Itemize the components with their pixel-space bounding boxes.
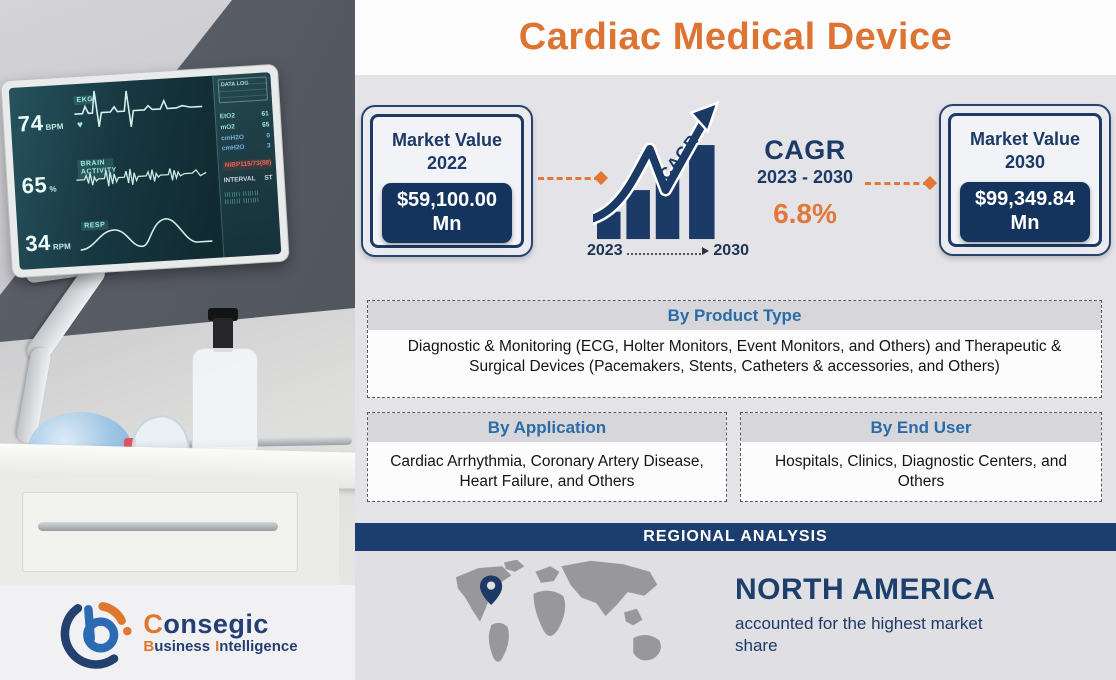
vital-waveforms xyxy=(74,90,213,251)
regional-analysis-header: REGIONAL ANALYSIS xyxy=(355,523,1116,551)
dashed-arrow-left xyxy=(538,170,609,186)
product-type-body: Diagnostic & Monitoring (ECG, Holter Mon… xyxy=(407,338,1062,376)
interval-row: INTERVAL ST xyxy=(223,174,273,185)
chart-year-axis: 2023 2030 xyxy=(587,242,749,260)
brain-activity-readout: 65% xyxy=(20,172,57,199)
bottle-pump-neck xyxy=(213,318,233,352)
dispenser-bottle xyxy=(192,348,258,452)
monitor-screen: 74BPM 65% 34RPM EKG ♥ BRAIN ACTIVITY RES… xyxy=(8,72,282,270)
chart-end-year: 2030 xyxy=(713,242,749,259)
brand-name: Consegic Business Intelligence xyxy=(143,609,298,655)
content-column: Cardiac Medical Device Market Value 2022… xyxy=(355,0,1116,680)
market-value-2030-amount: $99,349.84 Mn xyxy=(959,182,1091,242)
cagr-growth-chart: CAGR xyxy=(593,100,720,240)
drawer-handle xyxy=(38,522,278,531)
mo2-row: mO2 65 xyxy=(220,121,270,132)
chart-start-year: 2023 xyxy=(587,242,623,259)
nibp-row: NIBP 115/73 (88) xyxy=(222,158,273,172)
consegic-logo-icon xyxy=(61,601,132,669)
application-heading: By Application xyxy=(368,413,726,442)
arrow-diamond-icon xyxy=(922,175,938,191)
market-value-2030-label: Market Value 2030 xyxy=(969,129,1081,172)
title-band: Cardiac Medical Device xyxy=(355,0,1116,75)
regional-analysis-body: NORTH AMERICA accounted for the highest … xyxy=(355,551,1116,680)
cagr-heading: CAGR xyxy=(764,135,846,165)
region-description: accounted for the highest market share xyxy=(735,614,983,656)
market-value-2030-box: Market Value 2030 $99,349.84 Mn xyxy=(939,104,1111,256)
end-user-heading: By End User xyxy=(741,413,1101,442)
tick-marks: ||||||| ||||||| ||||||| ||||||| xyxy=(224,189,260,206)
patient-monitor: 74BPM 65% 34RPM EKG ♥ BRAIN ACTIVITY RES… xyxy=(0,63,290,279)
heart-rate-readout: 74BPM xyxy=(17,110,64,137)
brand-initial: C xyxy=(143,609,164,640)
location-pin-icon xyxy=(480,575,503,605)
cagr-summary: CAGR 2023 - 2030 6.8% xyxy=(747,135,863,230)
hospital-room-photo: 74BPM 65% 34RPM EKG ♥ BRAIN ACTIVITY RES… xyxy=(0,0,355,585)
end-user-section: By End User Hospitals, Clinics, Diagnost… xyxy=(740,412,1102,502)
product-type-section: By Product Type Diagnostic & Monitoring … xyxy=(367,300,1102,398)
application-section: By Application Cardiac Arrhythmia, Coron… xyxy=(367,412,727,502)
region-highlight: NORTH AMERICA accounted for the highest … xyxy=(735,573,1035,657)
brand-footer: Consegic Business Intelligence xyxy=(0,585,355,680)
page-title: Cardiac Medical Device xyxy=(518,16,953,58)
datalog-panel: DATA LOG xyxy=(217,76,268,104)
market-value-2022-box: Market Value 2022 $59,100.00 Mn xyxy=(361,105,533,257)
end-user-body: Hospitals, Clinics, Diagnostic Centers, … xyxy=(774,453,1068,491)
cmh2o-row-2: cmH2O 3 xyxy=(221,142,271,153)
respiration-readout: 34RPM xyxy=(24,229,71,257)
region-name: NORTH AMERICA xyxy=(735,573,996,606)
brand-rest: onsegic xyxy=(163,609,269,640)
eto2-row: EtO2 61 xyxy=(219,110,269,121)
cagr-period: 2023 - 2030 xyxy=(756,167,854,187)
market-value-2022-amount: $59,100.00 Mn xyxy=(381,183,513,243)
market-value-2022-label: Market Value 2022 xyxy=(391,130,503,173)
dotted-leader xyxy=(626,248,702,255)
application-body: Cardiac Arrhythmia, Coronary Artery Dise… xyxy=(390,453,704,491)
cagr-rate: 6.8% xyxy=(773,198,837,229)
monitor-side-panel: DATA LOG EtO2 61 mO2 65 cmH2O 0 cmH2O 3 NIBP… xyxy=(212,72,282,258)
cart-drawer xyxy=(22,492,298,572)
product-type-heading: By Product Type xyxy=(368,301,1101,330)
dashed-arrow-right xyxy=(865,175,938,191)
bottle-pump-cap xyxy=(208,308,238,321)
cmh2o-row-1: cmH2O 0 xyxy=(220,131,271,142)
leader-arrowhead-icon xyxy=(702,247,710,255)
world-map xyxy=(456,559,661,662)
